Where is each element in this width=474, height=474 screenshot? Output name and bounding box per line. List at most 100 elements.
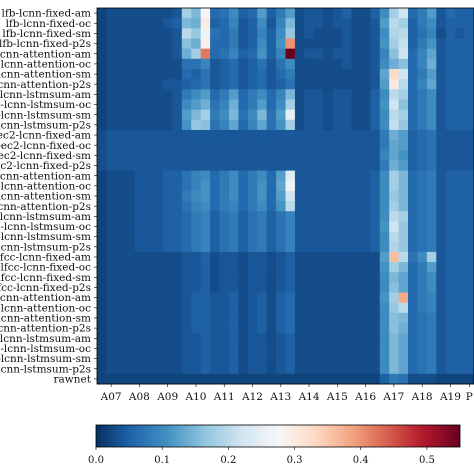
heatmap-cell [342,58,352,70]
heatmap-cell [370,99,381,111]
heatmap-cell [304,48,315,60]
heatmap-cell [304,180,315,192]
heatmap-cell [342,140,352,151]
heatmap-cell [106,302,117,314]
heatmap-cell [436,160,447,171]
heatmap-cell [455,119,465,131]
heatmap-cell [332,190,343,202]
heatmap-cell [360,190,371,202]
heatmap-cell [144,8,154,19]
heatmap-cell [276,8,286,19]
heatmap-cell [210,89,220,100]
heatmap-cell [238,262,249,273]
heatmap-cell [323,28,334,39]
heatmap-cell [455,312,465,324]
heatmap-cell [285,312,296,324]
heatmap-cell [181,8,192,19]
heatmap-cell [210,48,220,60]
heatmap-cell [436,353,447,365]
heatmap-cell [238,363,249,375]
heatmap-cell [219,18,230,29]
heatmap-cell [125,353,136,365]
heatmap-cell [228,221,239,232]
heatmap-cell [247,292,258,304]
heatmap-cell [228,180,239,192]
heatmap-cell [304,190,315,202]
heatmap-cell [115,89,126,100]
heatmap-cell [360,221,371,232]
heatmap-cell [162,363,173,375]
heatmap-cell [445,272,456,283]
heatmap-cell [445,353,456,365]
heatmap-cell [351,8,362,19]
heatmap-cell [445,68,456,80]
heatmap-cell [398,109,409,121]
heatmap-cell [379,353,390,365]
heatmap-cell [200,323,211,334]
heatmap-cell [445,231,456,243]
heatmap-cell [266,8,277,19]
heatmap-cell [228,201,239,212]
heatmap-cell [200,302,211,314]
heatmap-cell [360,292,371,304]
heatmap-cell [360,38,371,50]
heatmap-cell [455,373,465,385]
heatmap-cell [191,363,202,375]
heatmap-cell [228,363,239,375]
heatmap-cell [436,302,447,314]
heatmap-cell [191,129,202,141]
heatmap-cell [294,99,305,111]
heatmap-cell [266,129,277,141]
heatmap-cell [200,190,211,202]
heatmap-cell [191,38,202,50]
heatmap-cell [191,170,202,182]
heatmap-cell [257,160,268,171]
heatmap-cell [210,231,220,243]
heatmap-cell [210,170,220,182]
heatmap-cell [106,241,117,253]
heatmap-cell [417,272,428,283]
heatmap-cell [153,89,164,100]
heatmap-cell [97,99,107,111]
heatmap-cell [360,282,371,293]
heatmap-cell [172,262,183,273]
heatmap-cell [398,363,409,375]
heatmap-cell [257,221,268,232]
y-tick-label: b-lcnn-attention-sm [0,69,91,81]
y-tick-label: c2-lcnn-lstmsum-am [0,211,91,223]
heatmap-cell [210,312,220,324]
heatmap-cell [332,363,343,375]
heatmap-cell [191,343,202,354]
heatmap-cell [134,28,145,39]
heatmap-cell [106,363,117,375]
heatmap-cell [200,48,211,60]
heatmap-cell [276,231,286,243]
heatmap-cell [115,150,126,161]
heatmap-cell [408,79,418,90]
heatmap-cell [408,160,418,171]
heatmap-cell [200,231,211,243]
heatmap-cell [398,150,409,161]
heatmap-cell [247,272,258,283]
heatmap-cell [238,8,249,19]
heatmap-cell [125,109,136,121]
heatmap-cell [285,160,296,171]
heatmap-cell [115,312,126,324]
heatmap-cell [210,68,220,80]
heatmap-cell [360,343,371,354]
heatmap-cell [426,38,437,50]
heatmap-cell [125,119,136,131]
heatmap-cell [266,272,277,283]
heatmap-cell [200,150,211,161]
heatmap-cell [360,312,371,324]
heatmap-cell [238,58,249,70]
heatmap-cell [257,323,268,334]
heatmap-cell [417,241,428,253]
heatmap-cell [106,170,117,182]
heatmap-cell [379,180,390,192]
heatmap-cell [304,28,315,39]
heatmap-cell [181,160,192,171]
heatmap-cell [436,323,447,334]
heatmap-cell [191,68,202,80]
heatmap-cell [445,79,456,90]
